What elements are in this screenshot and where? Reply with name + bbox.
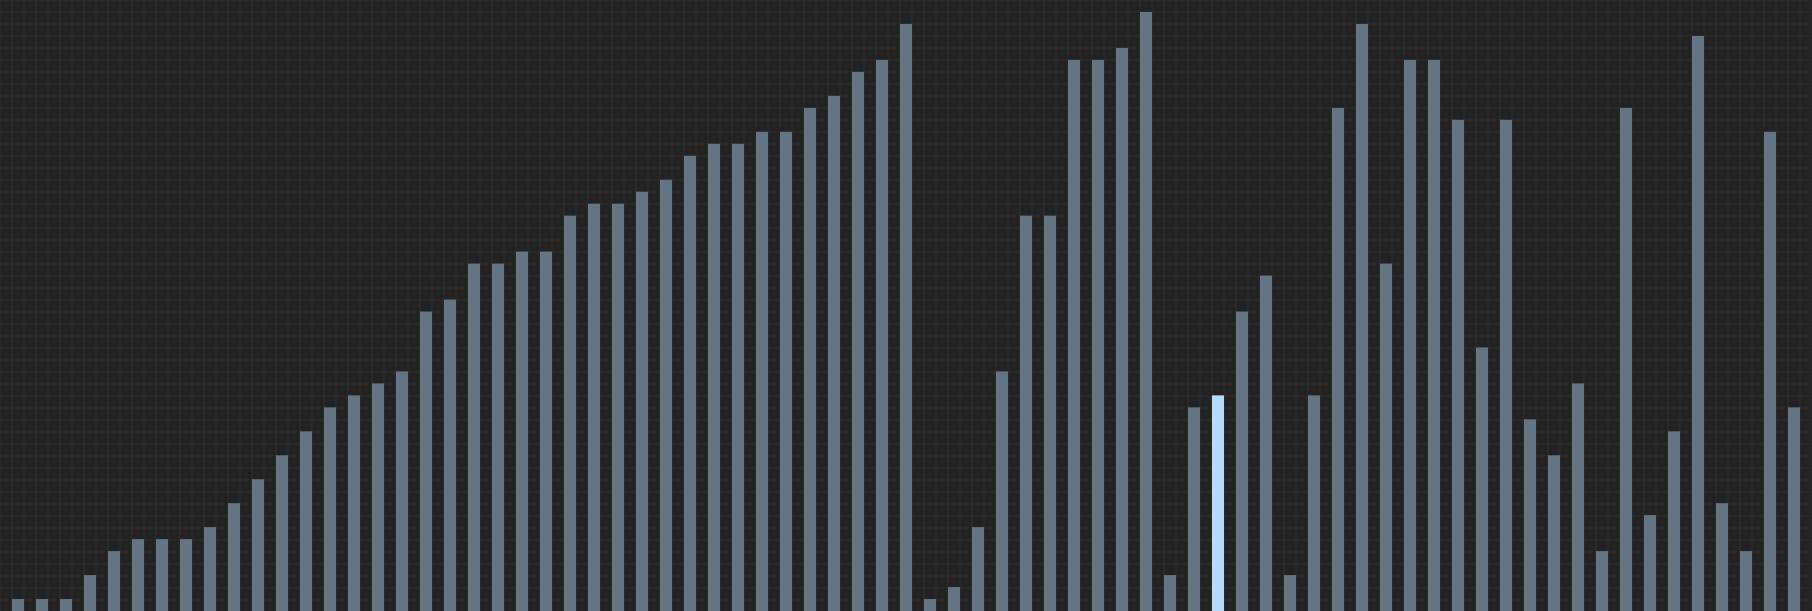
- bar: [36, 599, 48, 611]
- bar: [1308, 395, 1320, 611]
- bar: [84, 575, 96, 611]
- bar: [12, 599, 24, 611]
- bar: [732, 143, 744, 611]
- bar: [396, 371, 408, 611]
- bar: [1596, 551, 1608, 611]
- bar: [876, 59, 888, 611]
- bar: [900, 23, 912, 611]
- bar: [1500, 119, 1512, 611]
- bar: [1092, 59, 1104, 611]
- bar: [444, 299, 456, 611]
- bar: [1068, 59, 1080, 611]
- bar: [132, 539, 144, 611]
- bar: [780, 131, 792, 611]
- bar: [372, 383, 384, 611]
- bar: [276, 455, 288, 611]
- bar: [1572, 383, 1584, 611]
- bar: [1620, 107, 1632, 611]
- bar: [948, 587, 960, 611]
- bar: [852, 71, 864, 611]
- bar: [1716, 503, 1728, 611]
- bar: [348, 395, 360, 611]
- bar: [1044, 215, 1056, 611]
- bar: [324, 407, 336, 611]
- bar: [60, 599, 72, 611]
- bar: [1236, 311, 1248, 611]
- bar: [564, 215, 576, 611]
- bar: [1404, 59, 1416, 611]
- bar: [1332, 107, 1344, 611]
- bar: [1764, 131, 1776, 611]
- bar: [924, 599, 936, 611]
- bar: [1692, 35, 1704, 611]
- bar: [1020, 215, 1032, 611]
- bar: [156, 539, 168, 611]
- bar: [1428, 59, 1440, 611]
- bar: [468, 263, 480, 611]
- bar: [588, 203, 600, 611]
- bar-highlighted: [1212, 395, 1224, 611]
- bar: [1740, 551, 1752, 611]
- bar: [708, 143, 720, 611]
- bar: [540, 251, 552, 611]
- bar: [516, 251, 528, 611]
- bar: [108, 551, 120, 611]
- bar: [420, 311, 432, 611]
- bar: [612, 203, 624, 611]
- bar: [828, 95, 840, 611]
- bars: [12, 12, 1800, 611]
- bar: [660, 179, 672, 611]
- bar: [1284, 575, 1296, 611]
- bar: [1548, 455, 1560, 611]
- bar: [492, 263, 504, 611]
- bar: [1116, 47, 1128, 611]
- bar: [636, 191, 648, 611]
- bar: [1188, 407, 1200, 611]
- bar: [300, 431, 312, 611]
- bar: [1476, 347, 1488, 611]
- bar: [1452, 119, 1464, 611]
- bar: [1260, 275, 1272, 611]
- bar: [180, 539, 192, 611]
- bar: [252, 479, 264, 611]
- bar: [1644, 515, 1656, 611]
- bar: [1356, 23, 1368, 611]
- bar: [972, 527, 984, 611]
- bar: [204, 527, 216, 611]
- bar: [228, 503, 240, 611]
- bar: [1788, 407, 1800, 611]
- bar: [1164, 575, 1176, 611]
- bar: [1668, 431, 1680, 611]
- bar: [684, 155, 696, 611]
- bar: [1140, 12, 1152, 611]
- bar: [756, 131, 768, 611]
- bar: [804, 107, 816, 611]
- bar: [1524, 419, 1536, 611]
- bar: [1380, 263, 1392, 611]
- bar: [996, 371, 1008, 611]
